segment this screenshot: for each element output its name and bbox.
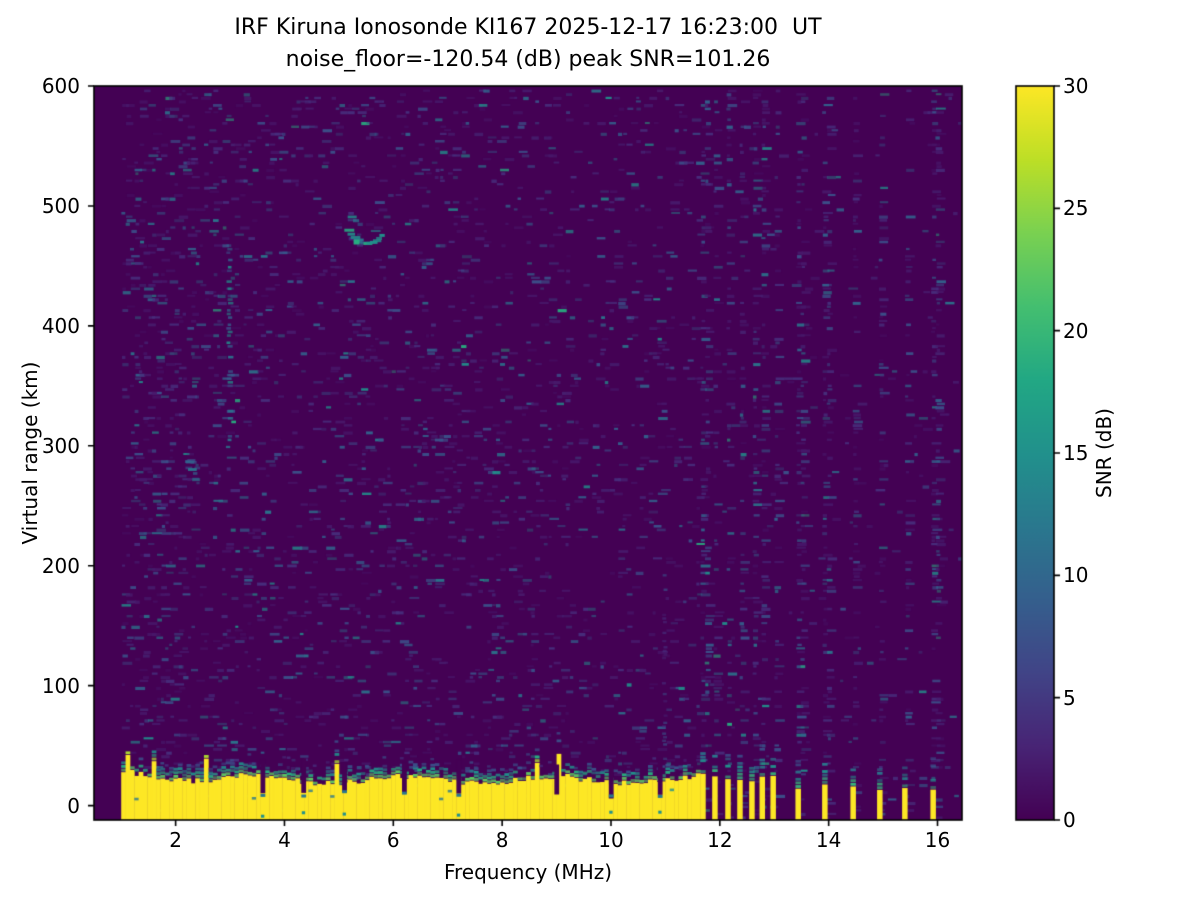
colorbar-tick-label: 15	[1063, 441, 1089, 465]
x-tick-label: 10	[598, 828, 624, 852]
y-tick-label: 100	[41, 673, 80, 698]
x-tick-label: 14	[815, 828, 842, 852]
y-tick-label: 600	[41, 74, 80, 98]
y-tick-label: 300	[41, 433, 80, 458]
x-tick-label: 2	[169, 828, 182, 852]
y-tick-label: 500	[41, 193, 80, 218]
colorbar-tick-label: 20	[1063, 318, 1089, 343]
x-tick-label: 6	[386, 828, 400, 852]
x-tick-label: 4	[278, 828, 291, 852]
y-tick-label: 0	[67, 793, 80, 818]
chart-subtitle: noise_floor=-120.54 (dB) peak SNR=101.26	[285, 47, 771, 72]
colorbar-tick-label: 10	[1063, 563, 1089, 588]
x-axis-label: Frequency (MHz)	[443, 860, 613, 884]
x-tick-label: 16	[924, 828, 951, 852]
x-tick-label: 12	[707, 828, 733, 852]
chart-title: IRF Kiruna Ionosonde KI167 2025-12-17 16…	[234, 15, 822, 40]
y-tick-label: 400	[41, 313, 80, 338]
x-tick-label: 8	[495, 828, 509, 852]
y-tick-label: 200	[41, 553, 80, 578]
colorbar-tick-label: 5	[1063, 685, 1076, 710]
colorbar-tick-label: 25	[1063, 196, 1089, 221]
colorbar-tick-label: 0	[1063, 808, 1076, 832]
colorbar-tick-label: 30	[1063, 74, 1089, 98]
